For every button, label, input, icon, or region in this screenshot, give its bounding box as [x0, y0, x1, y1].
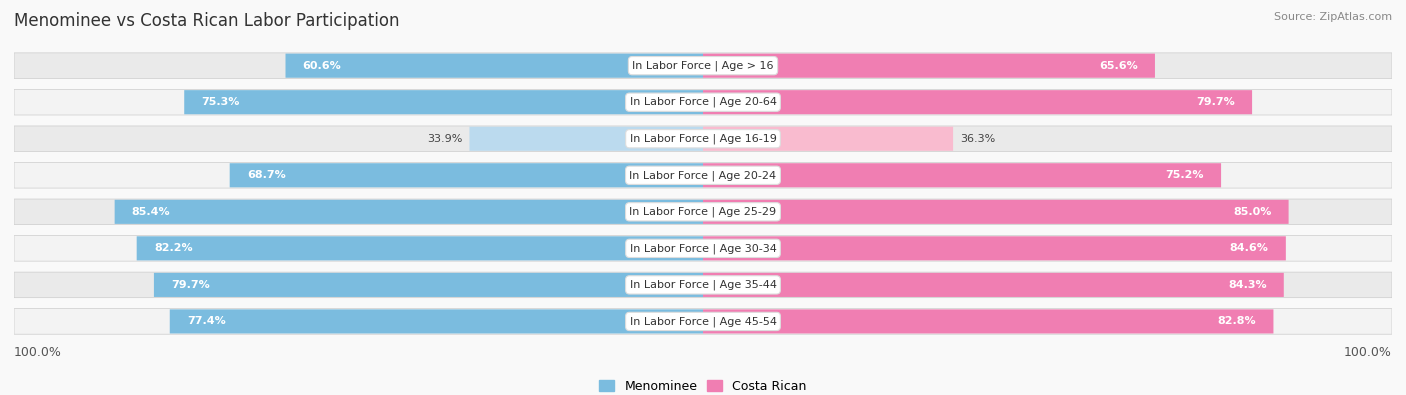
- Text: 82.8%: 82.8%: [1218, 316, 1256, 326]
- Text: In Labor Force | Age 35-44: In Labor Force | Age 35-44: [630, 280, 776, 290]
- Text: Menominee vs Costa Rican Labor Participation: Menominee vs Costa Rican Labor Participa…: [14, 12, 399, 30]
- FancyBboxPatch shape: [14, 235, 1392, 261]
- FancyBboxPatch shape: [170, 309, 703, 333]
- FancyBboxPatch shape: [470, 127, 703, 151]
- Text: In Labor Force | Age 20-64: In Labor Force | Age 20-64: [630, 97, 776, 107]
- Text: In Labor Force | Age 25-29: In Labor Force | Age 25-29: [630, 207, 776, 217]
- Text: 84.3%: 84.3%: [1227, 280, 1267, 290]
- FancyBboxPatch shape: [115, 200, 703, 224]
- FancyBboxPatch shape: [703, 200, 1289, 224]
- Text: In Labor Force | Age 16-19: In Labor Force | Age 16-19: [630, 134, 776, 144]
- Text: In Labor Force | Age 30-34: In Labor Force | Age 30-34: [630, 243, 776, 254]
- Text: 65.6%: 65.6%: [1099, 61, 1137, 71]
- Text: In Labor Force | Age > 16: In Labor Force | Age > 16: [633, 60, 773, 71]
- Text: 85.0%: 85.0%: [1233, 207, 1271, 217]
- Text: 79.7%: 79.7%: [172, 280, 209, 290]
- FancyBboxPatch shape: [14, 162, 1392, 188]
- Text: In Labor Force | Age 45-54: In Labor Force | Age 45-54: [630, 316, 776, 327]
- Text: 33.9%: 33.9%: [427, 134, 463, 144]
- Text: 82.2%: 82.2%: [153, 243, 193, 253]
- Text: 68.7%: 68.7%: [247, 170, 285, 180]
- Text: 77.4%: 77.4%: [187, 316, 226, 326]
- Text: 100.0%: 100.0%: [14, 346, 62, 359]
- FancyBboxPatch shape: [153, 273, 703, 297]
- FancyBboxPatch shape: [229, 163, 703, 187]
- Text: In Labor Force | Age 20-24: In Labor Force | Age 20-24: [630, 170, 776, 181]
- FancyBboxPatch shape: [14, 308, 1392, 334]
- FancyBboxPatch shape: [703, 309, 1274, 333]
- FancyBboxPatch shape: [703, 54, 1154, 78]
- FancyBboxPatch shape: [285, 54, 703, 78]
- Legend: Menominee, Costa Rican: Menominee, Costa Rican: [595, 375, 811, 395]
- FancyBboxPatch shape: [14, 89, 1392, 115]
- FancyBboxPatch shape: [703, 90, 1253, 114]
- Text: 100.0%: 100.0%: [1344, 346, 1392, 359]
- Text: 84.6%: 84.6%: [1230, 243, 1268, 253]
- FancyBboxPatch shape: [184, 90, 703, 114]
- FancyBboxPatch shape: [703, 236, 1286, 260]
- Text: Source: ZipAtlas.com: Source: ZipAtlas.com: [1274, 12, 1392, 22]
- Text: 75.2%: 75.2%: [1166, 170, 1204, 180]
- Text: 36.3%: 36.3%: [960, 134, 995, 144]
- FancyBboxPatch shape: [14, 53, 1392, 79]
- FancyBboxPatch shape: [703, 163, 1220, 187]
- FancyBboxPatch shape: [136, 236, 703, 260]
- FancyBboxPatch shape: [703, 273, 1284, 297]
- Text: 75.3%: 75.3%: [201, 97, 240, 107]
- Text: 79.7%: 79.7%: [1197, 97, 1234, 107]
- FancyBboxPatch shape: [14, 199, 1392, 225]
- Text: 85.4%: 85.4%: [132, 207, 170, 217]
- Text: 60.6%: 60.6%: [302, 61, 342, 71]
- FancyBboxPatch shape: [14, 272, 1392, 298]
- FancyBboxPatch shape: [14, 126, 1392, 152]
- FancyBboxPatch shape: [703, 127, 953, 151]
